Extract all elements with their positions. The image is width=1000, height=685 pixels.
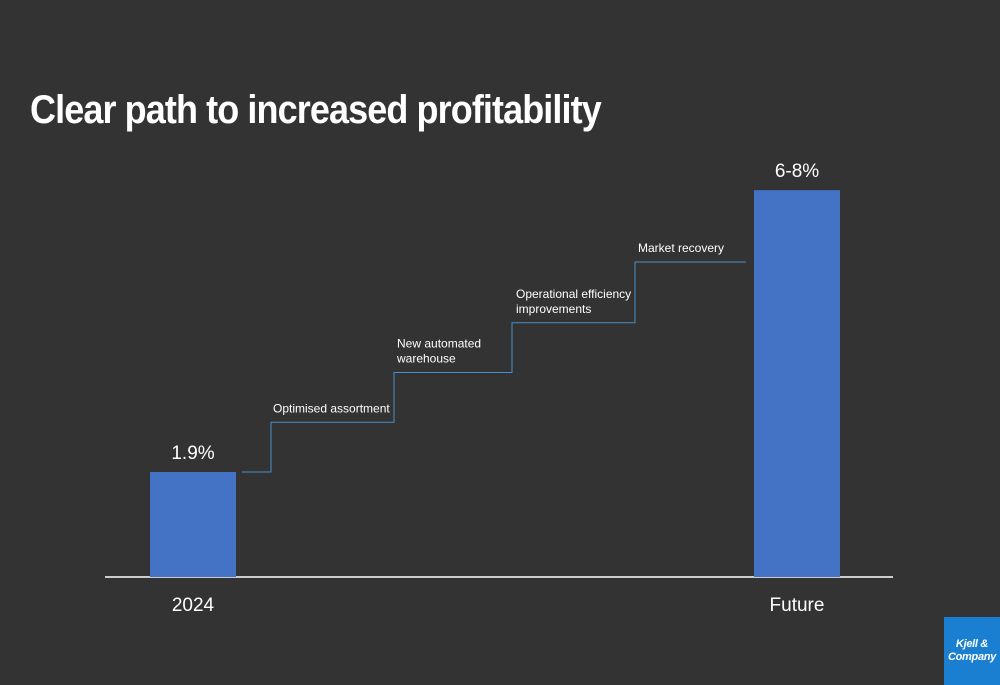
step-label: Operational efficiency [516, 287, 631, 301]
kjell-company-logo: Kjell & Company [944, 617, 1000, 685]
step-label: Optimised assortment [273, 401, 390, 415]
step-connector-line [242, 261, 746, 473]
category-label: 2024 [172, 595, 215, 616]
bar-value-label: 1.9% [171, 443, 214, 464]
slide-title: Clear path to increased profitability [30, 88, 602, 132]
step-label: warehouse [396, 352, 456, 366]
step-label: New automated [397, 337, 481, 351]
step-label: Market recovery [638, 241, 724, 255]
bar-2024 [150, 472, 236, 577]
bar-value-label: 6-8% [775, 161, 819, 182]
logo-text-line1: Kjell & [955, 638, 989, 650]
bar-future [754, 190, 840, 577]
logo-text-line2: Company [947, 651, 997, 663]
step-label: improvements [516, 302, 591, 316]
category-label: Future [770, 595, 825, 616]
